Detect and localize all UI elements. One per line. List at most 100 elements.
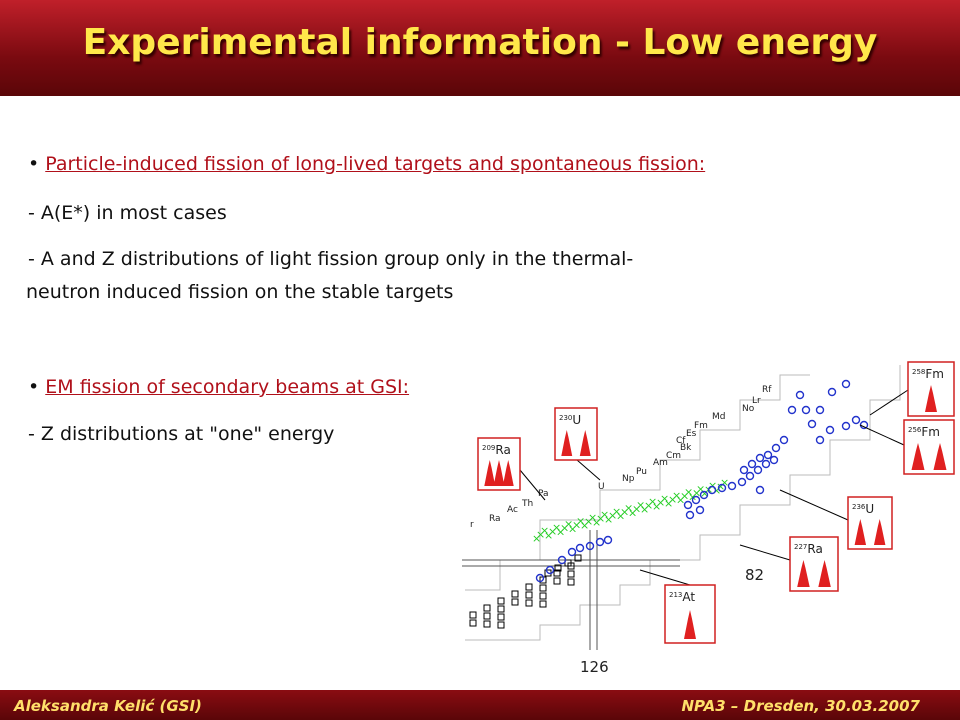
circle-marker bbox=[685, 510, 695, 520]
cross-marker: × bbox=[664, 497, 673, 510]
inset-label: 227Ra bbox=[794, 542, 823, 556]
leader bbox=[779, 489, 849, 521]
cross-marker: × bbox=[648, 495, 657, 508]
cross-marker: × bbox=[604, 513, 613, 526]
inset-mass: 256 bbox=[908, 426, 922, 434]
circle-marker bbox=[841, 421, 851, 431]
circle-marker bbox=[699, 490, 709, 500]
circle-marker bbox=[739, 465, 749, 475]
inset-mass: 236 bbox=[852, 503, 866, 511]
circle-marker bbox=[807, 419, 817, 429]
square-marker bbox=[497, 597, 505, 605]
inset-mass: 227 bbox=[794, 543, 807, 551]
line: - A and Z distributions of light fission… bbox=[28, 248, 634, 270]
circle-marker bbox=[535, 573, 545, 583]
inset-element: U bbox=[572, 413, 581, 427]
cross-marker: × bbox=[536, 528, 545, 541]
circle-marker bbox=[707, 485, 717, 495]
cross-marker: × bbox=[580, 519, 589, 532]
square-marker bbox=[539, 592, 547, 600]
circle-marker bbox=[683, 500, 693, 510]
cross-marker: × bbox=[680, 490, 689, 503]
element-label: Lr bbox=[752, 396, 761, 406]
event: NPA3 – Dresden, 30.03.2007 bbox=[681, 697, 920, 715]
cross-marker: × bbox=[720, 476, 729, 489]
cross-marker: × bbox=[696, 482, 705, 495]
circle-marker bbox=[755, 485, 765, 495]
cross-marker: × bbox=[540, 524, 549, 537]
circle-marker bbox=[795, 390, 805, 400]
element-label: Rf bbox=[762, 385, 772, 395]
cross-marker: × bbox=[612, 505, 621, 518]
square-marker bbox=[525, 591, 533, 599]
circle-marker bbox=[567, 547, 577, 557]
circle-marker bbox=[815, 435, 825, 445]
inset-element: U bbox=[865, 502, 874, 516]
inset-label: 230U bbox=[559, 413, 581, 427]
element-label: Bk bbox=[680, 443, 692, 453]
cross-marker: × bbox=[676, 494, 685, 507]
square-marker bbox=[554, 564, 562, 572]
cross-marker: × bbox=[532, 532, 541, 545]
cross-marker: × bbox=[548, 525, 557, 538]
bullet: • EM fission of secondary beams at GSI: bbox=[28, 376, 410, 398]
circle-marker bbox=[545, 565, 555, 575]
cross-marker: × bbox=[620, 506, 629, 519]
circle-marker bbox=[755, 453, 765, 463]
cross-marker: × bbox=[628, 506, 637, 519]
circle-marker bbox=[801, 405, 811, 415]
circle-marker bbox=[575, 543, 585, 553]
bullet: • Particle-induced fission of long-lived… bbox=[28, 153, 706, 175]
line: neutron induced fission on the stable ta… bbox=[26, 281, 454, 303]
element-label: Ra bbox=[489, 514, 501, 524]
circle-marker bbox=[595, 537, 605, 547]
element-label: Th bbox=[521, 499, 533, 509]
cross-marker: × bbox=[564, 518, 573, 531]
cross-marker: × bbox=[700, 487, 709, 500]
circle-marker bbox=[603, 535, 613, 545]
square-marker bbox=[483, 612, 491, 620]
square-marker bbox=[525, 583, 533, 591]
circle-marker bbox=[695, 505, 705, 515]
square-marker bbox=[469, 619, 477, 627]
title: Experimental information - Low energy bbox=[82, 22, 878, 63]
circle-marker bbox=[763, 450, 773, 460]
footer: Aleksandra Kelić (GSI) NPA3 – Dresden, 30… bbox=[0, 690, 960, 720]
inset-element: At bbox=[682, 590, 695, 604]
stair bbox=[465, 365, 901, 641]
cross-marker: × bbox=[556, 526, 565, 539]
circle-marker bbox=[557, 555, 567, 565]
square-marker bbox=[564, 559, 572, 567]
cross-marker: × bbox=[576, 514, 585, 527]
square-marker bbox=[511, 598, 519, 606]
leader bbox=[859, 424, 905, 446]
element-label: Pu bbox=[636, 467, 647, 477]
cross-marker: × bbox=[596, 512, 605, 525]
inset-frame bbox=[903, 419, 955, 475]
bullet-heading: Particle-induced fission of long-lived t… bbox=[45, 153, 706, 175]
element-label: r bbox=[470, 520, 474, 530]
inset-distribution bbox=[559, 430, 593, 456]
circle-marker bbox=[691, 495, 701, 505]
cross-marker: × bbox=[544, 529, 553, 542]
cross-marker: × bbox=[644, 499, 653, 512]
cross-marker: × bbox=[584, 515, 593, 528]
element-label: Md bbox=[712, 412, 725, 422]
inset-element: Fm bbox=[921, 425, 940, 439]
inset-frame bbox=[847, 496, 893, 550]
cross-marker: × bbox=[660, 492, 669, 505]
cross-marker: × bbox=[712, 484, 721, 497]
author: Aleksandra Kelić (GSI) bbox=[14, 697, 202, 715]
element-label: Ac bbox=[507, 505, 518, 515]
cross-marker: × bbox=[684, 486, 693, 499]
circle-marker bbox=[787, 405, 797, 415]
cross-marker: × bbox=[624, 502, 633, 515]
circle-marker bbox=[737, 477, 747, 487]
element-label: No bbox=[742, 404, 755, 414]
bullet-heading: EM fission of secondary beams at GSI: bbox=[45, 376, 410, 398]
leader bbox=[519, 469, 546, 501]
cross-marker: × bbox=[668, 493, 677, 506]
cross-marker: × bbox=[636, 498, 645, 511]
cross-marker: × bbox=[592, 516, 601, 529]
